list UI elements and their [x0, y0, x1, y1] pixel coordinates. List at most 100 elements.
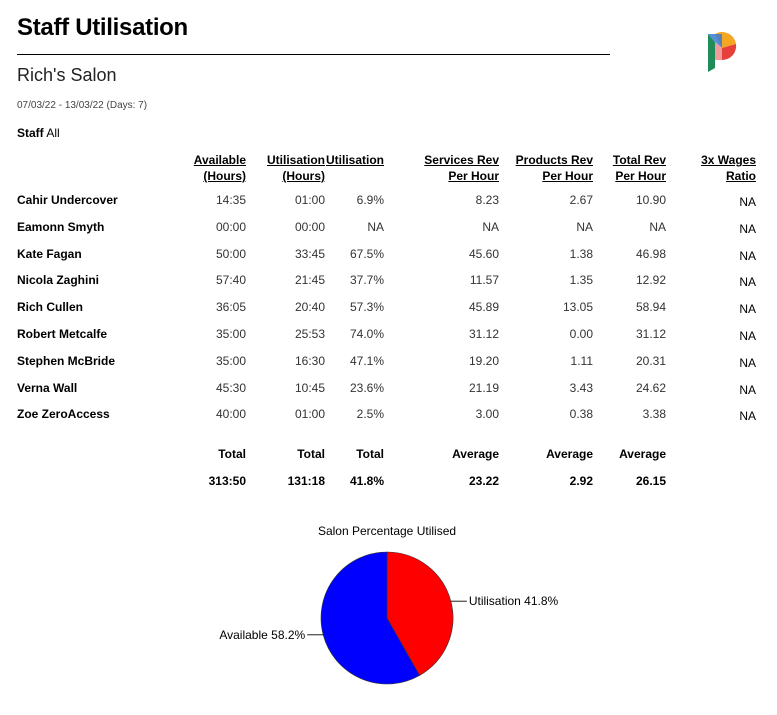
staff-name: Cahir Undercover [17, 193, 118, 207]
footer-label-available: Total [218, 447, 246, 461]
cell-available: 35:00 [215, 327, 246, 341]
column-header-utilisation: Utilisation [314, 152, 384, 168]
cell-products-rev: 3.43 [569, 380, 593, 395]
report-title: Staff Utilisation [17, 14, 188, 41]
cell-wages-ratio: NA [739, 409, 756, 424]
column-header-products-rev: Products Rev Per Hour [493, 152, 593, 184]
column-header-line1: Services Rev [424, 153, 499, 167]
pie-label-0: Utilisation 41.8% [469, 594, 559, 608]
footer-value-utilisation: 41.8% [349, 474, 384, 488]
staff-filter: Staff All [17, 126, 60, 140]
column-header-line1: Total Rev [612, 153, 666, 167]
column-header-line2: Per Hour [448, 169, 499, 183]
cell-available: 00:00 [215, 219, 246, 234]
cell-total-rev: 31.12 [635, 327, 666, 341]
cell-total-rev: 58.94 [635, 300, 666, 315]
cell-total-rev: 46.98 [635, 246, 666, 261]
title-rule [17, 54, 610, 55]
cell-utilisation-hours: 00:00 [294, 219, 325, 234]
staff-name: Nicola Zaghini [17, 273, 100, 288]
column-header-available: Available (Hours) [166, 152, 246, 184]
cell-wages-ratio: NA [739, 248, 756, 263]
cell-services-rev: 21.19 [468, 380, 499, 395]
cell-available: 35:00 [215, 353, 246, 368]
staff-name: Kate Fagan [17, 246, 82, 261]
cell-wages-ratio: NA [739, 355, 756, 370]
cell-services-rev: 11.57 [469, 273, 499, 288]
staff-name: Stephen McBride [17, 353, 116, 368]
footer-value-products-rev: 2.92 [569, 474, 593, 488]
staff-name: Zoe ZeroAccess [17, 407, 110, 422]
footer-label-total-rev: Average [619, 447, 666, 461]
cell-utilisation-hours: 01:00 [294, 193, 325, 207]
staff-filter-label: Staff [17, 126, 44, 140]
cell-utilisation: 37.7% [349, 273, 384, 288]
staff-name: Verna Wall [17, 380, 78, 395]
cell-products-rev: 13.05 [562, 300, 593, 315]
cell-total-rev: 20.31 [635, 353, 666, 368]
column-header-line2: Per Hour [615, 169, 666, 183]
cell-services-rev: 8.23 [475, 193, 499, 207]
staff-name: Rich Cullen [17, 300, 84, 315]
salon-name: Rich's Salon [17, 65, 117, 85]
cell-utilisation-hours: 01:00 [294, 407, 325, 422]
column-header-line1: 3x Wages [701, 153, 756, 167]
cell-total-rev: 24.62 [635, 380, 666, 395]
column-header-line2: (Hours) [203, 169, 246, 183]
cell-products-rev: NA [576, 219, 593, 234]
footer-value-utilisation-hours: 131:18 [287, 474, 325, 488]
cell-utilisation-hours: 21:45 [294, 273, 325, 288]
cell-available: 14:35 [215, 193, 246, 207]
column-header-total-rev: Total Rev Per Hour [586, 152, 666, 184]
brand-p-logo-icon [708, 32, 737, 72]
column-header-wages-ratio: 3x Wages Ratio [676, 152, 756, 184]
cell-available: 40:00 [215, 407, 246, 422]
cell-utilisation: 6.9% [356, 193, 384, 207]
cell-utilisation: 2.5% [356, 407, 384, 422]
pie-slice-0 [386, 551, 454, 676]
cell-utilisation: 47.1% [349, 353, 384, 368]
footer-label-services-rev: Average [452, 447, 499, 461]
cell-utilisation: 23.6% [349, 380, 384, 395]
chart-title: Salon Percentage Utilised [318, 524, 456, 538]
cell-products-rev: 1.11 [570, 353, 593, 368]
cell-products-rev: 0.38 [569, 407, 593, 422]
utilisation-pie-chart: Salon Percentage Utilised Utilisation 41… [219, 524, 559, 685]
footer-label-products-rev: Average [546, 447, 593, 461]
cell-products-rev: 1.35 [569, 273, 593, 288]
cell-available: 50:00 [215, 246, 246, 261]
cell-total-rev: 3.38 [642, 407, 666, 422]
footer-value-total-rev: 26.15 [635, 474, 666, 488]
column-header-line1: Utilisation [266, 153, 325, 167]
cell-services-rev: 31.12 [468, 327, 499, 341]
column-header-line1: Available [193, 153, 246, 167]
cell-available: 45:30 [215, 380, 246, 395]
cell-utilisation: 74.0% [349, 327, 384, 341]
cell-services-rev: 45.89 [468, 300, 499, 315]
cell-products-rev: 1.38 [569, 246, 593, 261]
cell-wages-ratio: NA [739, 329, 756, 343]
staff-name: Eamonn Smyth [17, 219, 105, 234]
pie-label-1: Available 58.2% [219, 628, 305, 642]
column-header-utilisation-hours: Utilisation (Hours) [245, 152, 325, 184]
column-header-line2: Per Hour [542, 169, 593, 183]
cell-utilisation-hours: 16:30 [294, 353, 325, 368]
cell-wages-ratio: NA [739, 382, 756, 397]
cell-services-rev: 19.20 [468, 353, 499, 368]
cell-total-rev: 10.90 [635, 193, 666, 207]
column-header-line1: Products Rev [515, 153, 593, 167]
column-header-line2: (Hours) [282, 169, 325, 183]
cell-wages-ratio: NA [739, 275, 756, 290]
cell-wages-ratio: NA [739, 221, 756, 236]
cell-total-rev: 12.92 [635, 273, 666, 288]
date-range: 07/03/22 - 13/03/22 (Days: 7) [17, 100, 148, 111]
footer-value-services-rev: 23.22 [468, 474, 499, 488]
cell-utilisation-hours: 10:45 [294, 380, 325, 395]
cell-utilisation-hours: 33:45 [294, 246, 325, 261]
cell-total-rev: NA [649, 219, 666, 234]
cell-available: 36:05 [215, 300, 246, 315]
column-header-services-rev: Services Rev Per Hour [399, 152, 499, 184]
footer-label-utilisation: Total [356, 447, 384, 461]
cell-utilisation: 67.5% [349, 246, 384, 261]
cell-available: 57:40 [215, 273, 246, 288]
